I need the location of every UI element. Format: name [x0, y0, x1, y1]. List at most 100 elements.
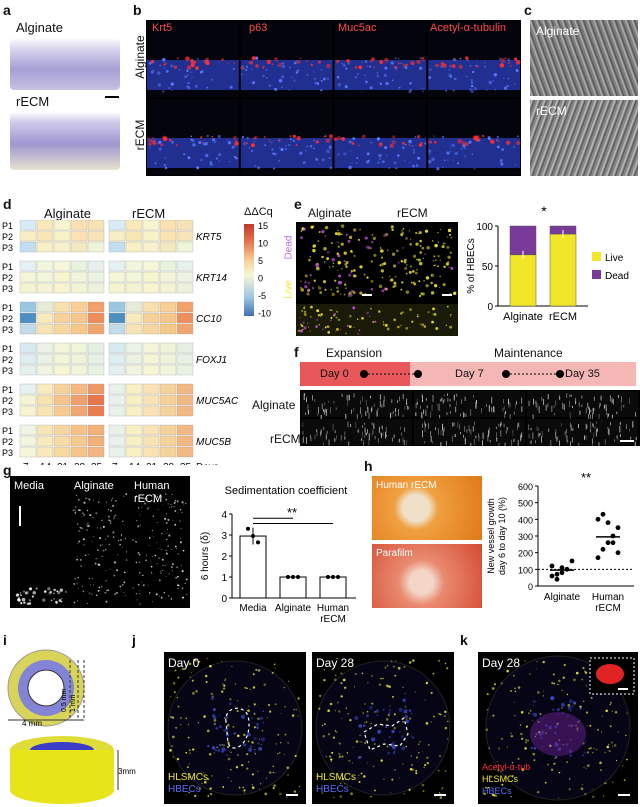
live-cell: [382, 323, 385, 326]
nucleus: [470, 84, 474, 88]
nucleus: [246, 136, 249, 140]
nucleus: [196, 57, 199, 60]
hbec-cell: [257, 742, 260, 745]
nucleus: [165, 69, 169, 73]
live-cell: [359, 228, 362, 231]
panel-j-legend-hbecs-2: HBECs: [316, 784, 349, 795]
cell-streak: [619, 422, 621, 425]
cam-assay-parafilm-image: [372, 544, 482, 608]
cell-streak: [311, 395, 313, 401]
cell-streak: [404, 405, 406, 410]
suspended-cell: [183, 504, 185, 506]
marker-signal: [152, 141, 157, 146]
suspended-cell: [164, 517, 167, 520]
nucleus: [413, 149, 415, 151]
heatmap-cell: [70, 282, 88, 294]
hbec-cell: [223, 728, 227, 732]
heatmap-cell: [108, 424, 126, 436]
live-cell: [417, 258, 421, 262]
hlsmc-cell: [187, 723, 189, 725]
passage-label: P2: [2, 355, 13, 365]
live-cell: [450, 314, 452, 316]
heatmap-cell: [176, 260, 194, 272]
heatmap-cell: [53, 260, 71, 272]
hlsmc-cell: [592, 795, 595, 799]
suspended-cell: [125, 559, 128, 561]
heatmap-cell: [19, 260, 37, 272]
gene-label: KRT14: [196, 273, 227, 284]
hlsmc-cell: [410, 755, 413, 757]
suspended-cell: [167, 545, 170, 548]
hlsmc-cell: [361, 741, 363, 743]
hlsmc-cell: [205, 681, 208, 683]
gene-label: FOXJ1: [196, 355, 227, 366]
live-cell: [353, 274, 356, 278]
hlsmc-cell: [293, 790, 297, 793]
chart-title: Sedimentation coefficient: [225, 485, 348, 497]
cell-streak: [611, 397, 613, 403]
nucleus: [148, 61, 152, 65]
hbec-cell: [550, 696, 555, 701]
heatmap-cell: [108, 435, 126, 447]
live-cell: [427, 311, 430, 314]
nucleus: [209, 163, 212, 165]
hbec-cell: [246, 732, 251, 737]
cell-streak: [307, 405, 309, 413]
heatmap-cell: [19, 435, 37, 447]
hlsmc-cell: [430, 721, 432, 723]
live-cell: [434, 264, 437, 267]
nucleus: [496, 145, 500, 149]
hlsmc-cell: [542, 660, 545, 664]
suspended-cell: [152, 601, 154, 603]
colorbar-tick: -10: [258, 309, 271, 319]
suspended-cell: [79, 558, 82, 561]
hbec-cell: [581, 754, 584, 757]
timelapse-image-strip: [300, 390, 640, 446]
live-cell: [434, 284, 438, 288]
heatmap-cell: [125, 383, 143, 395]
marker-signal: [402, 63, 407, 68]
cell-streak: [407, 405, 409, 410]
suspended-cell: [87, 522, 89, 524]
hbec-cell: [375, 709, 379, 713]
suspended-cell: [151, 529, 154, 532]
dead-cell: [366, 311, 369, 315]
cell-streak: [392, 410, 394, 414]
live-cell: [337, 232, 341, 236]
hlsmc-cell: [332, 736, 336, 739]
hlsmc-cell: [494, 794, 498, 797]
hbec-cell: [560, 702, 566, 707]
cell-streak: [310, 436, 312, 442]
data-point: [600, 546, 606, 552]
cell-streak: [463, 412, 465, 417]
live-cell: [318, 230, 321, 234]
nucleus: [499, 159, 503, 163]
suspended-cell: [185, 578, 188, 581]
dead-cell: [329, 319, 332, 322]
hlsmc-cell: [347, 712, 349, 715]
hlsmc-cell: [370, 722, 372, 725]
cell-streak: [528, 424, 530, 431]
hlsmc-cell: [188, 791, 190, 794]
heatmap-cell: [125, 241, 143, 253]
cell-streak: [336, 435, 338, 440]
hlsmc-cell: [352, 762, 353, 764]
live-cell: [337, 261, 342, 265]
legend-label-dead: Dead: [605, 271, 629, 282]
hbec-cell: [226, 754, 228, 757]
dead-cell: [337, 280, 342, 285]
heatmap-cell: [19, 446, 37, 458]
live-cell: [405, 237, 408, 240]
suspended-cell: [138, 507, 140, 509]
heatmap-cell: [36, 424, 54, 436]
nucleus: [200, 158, 203, 162]
suspended-cell: [165, 552, 168, 555]
nucleus: [277, 64, 280, 67]
suspended-cell: [181, 511, 183, 514]
marker-signal: [201, 141, 204, 144]
cell-streak: [340, 435, 342, 441]
cell-streak: [520, 434, 521, 442]
hlsmc-cell: [283, 753, 286, 756]
hbec-cell: [585, 740, 588, 743]
hlsmc-cell: [608, 750, 611, 753]
